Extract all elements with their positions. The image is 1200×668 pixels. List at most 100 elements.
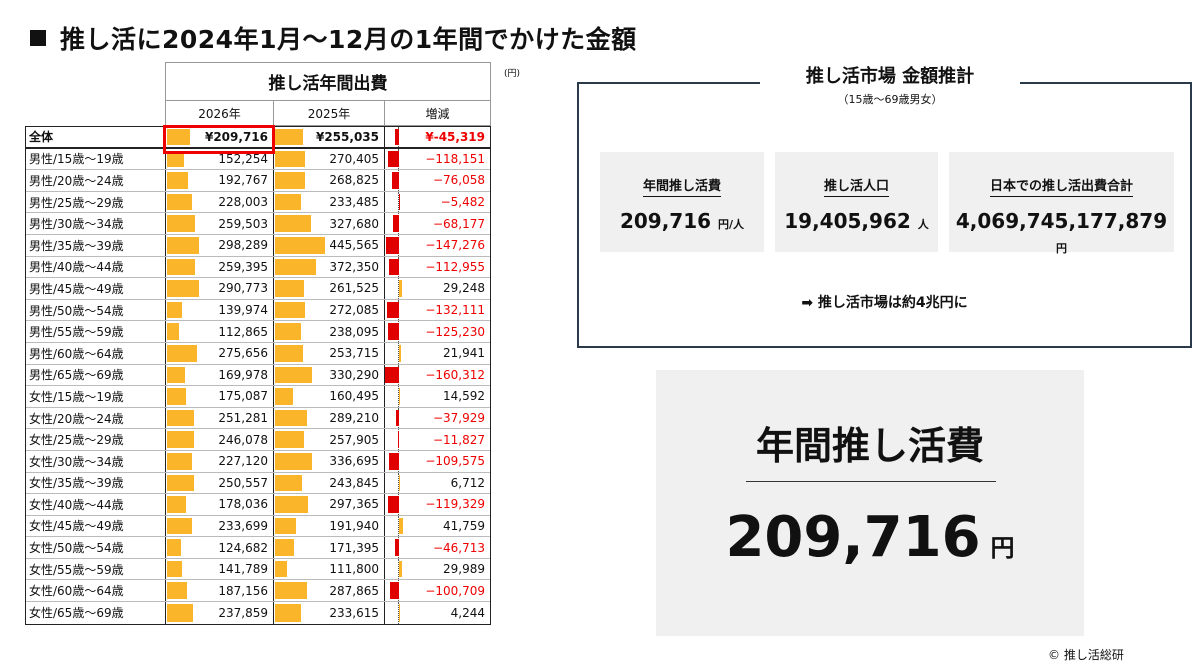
value-diff: 29,248	[443, 281, 485, 296]
value-diff: 6,712	[450, 475, 485, 490]
value-diff: 4,244	[450, 605, 485, 620]
bar-2025	[275, 280, 305, 297]
bar-diff	[386, 301, 399, 319]
value-diff: −100,709	[425, 583, 485, 598]
value-2025: 191,940	[329, 518, 379, 533]
row-label: 女性/40歳～44歳	[26, 494, 166, 515]
bar-diff	[399, 560, 402, 578]
row-label: 女性/50歳～54歳	[26, 537, 166, 558]
diff-axis	[398, 278, 399, 299]
highlight-box	[163, 125, 275, 154]
square-bullet-icon	[30, 30, 46, 46]
bar-diff	[392, 215, 399, 232]
bar-2025	[275, 496, 309, 513]
value-diff: 14,592	[443, 389, 485, 404]
value-diff: 41,759	[443, 518, 485, 533]
card-label: 日本での推し活出費合計	[989, 175, 1133, 197]
table-row: 男性/25歳～29歳 228,003 233,485 −5,482	[26, 191, 490, 214]
table-row: 女性/20歳～24歳 251,281 289,210 −37,929	[26, 407, 490, 430]
value-diff: −11,827	[432, 432, 485, 447]
value-2025: 336,695	[329, 454, 379, 469]
value-2026: ¥209,716	[204, 129, 268, 144]
row-label: 女性/35歳～39歳	[26, 472, 166, 494]
copyright: © 推し活総研	[1048, 648, 1124, 662]
bar-2025	[275, 539, 295, 556]
table-row: 女性/35歳～39歳 250,557 243,845 6,712	[26, 472, 490, 495]
bar-2025	[275, 604, 301, 622]
bar-2025	[275, 301, 306, 319]
value-2026: 251,281	[218, 411, 268, 426]
value-2025: 243,845	[329, 475, 379, 490]
table-row: 女性/50歳～54歳 124,682 171,395 −46,713	[26, 537, 490, 559]
table-row: 男性/30歳～34歳 259,503 327,680 −68,177	[26, 213, 490, 235]
card-value: 19,405,962	[784, 209, 911, 233]
value-diff: −119,329	[425, 497, 485, 512]
bar-diff	[388, 258, 399, 276]
value-2026: 259,395	[218, 259, 268, 274]
bar-2025	[275, 452, 313, 470]
bar-2026	[167, 280, 199, 297]
value-2026: 228,003	[218, 195, 268, 210]
value-2025: 233,615	[329, 605, 379, 620]
bar-2026	[167, 452, 192, 470]
bar-2025	[275, 193, 301, 211]
bar-2026	[167, 129, 190, 145]
value-2025: 327,680	[329, 216, 379, 231]
bar-2026	[167, 366, 186, 384]
bar-2026	[167, 301, 183, 319]
value-2026: 178,036	[218, 497, 268, 512]
bar-2026	[167, 604, 193, 622]
row-label: 女性/25歳～29歳	[26, 429, 166, 450]
value-2025: 272,085	[329, 303, 379, 318]
bar-diff	[387, 323, 399, 340]
row-label: 男性/30歳～34歳	[26, 213, 166, 234]
value-diff: 21,941	[443, 346, 485, 361]
value-2026: 259,503	[218, 216, 268, 231]
table-body: 全体 ¥209,716 ¥255,035 ¥-45,319 男性/15歳～19歳 152,…	[25, 126, 491, 625]
table-row: 女性/45歳～49歳 233,699 191,940 41,759	[26, 515, 490, 538]
table-row-total: 全体 ¥209,716 ¥255,035 ¥-45,319	[26, 127, 490, 149]
value-2025: 297,365	[329, 497, 379, 512]
table-row: 女性/30歳～34歳 227,120 336,695 −109,575	[26, 450, 490, 473]
bar-2026	[167, 431, 194, 448]
value-2025: 270,405	[329, 151, 379, 166]
bar-diff	[388, 496, 399, 513]
value-2026: 250,557	[218, 475, 268, 490]
table-row: 男性/40歳～44歳 259,395 372,350 −112,955	[26, 256, 490, 279]
value-diff: ¥-45,319	[425, 129, 485, 144]
value-2025: 372,350	[329, 259, 379, 274]
value-2025: 233,485	[329, 195, 379, 210]
card-value: 209,716	[619, 209, 712, 233]
table-row: 男性/60歳～64歳 275,656 253,715 21,941	[26, 342, 490, 365]
value-2026: 112,865	[218, 324, 268, 339]
bar-2026	[167, 193, 192, 211]
bar-2026	[167, 344, 197, 362]
market-subtitle: （15歳〜69歳男女）	[837, 93, 943, 106]
value-2026: 152,254	[218, 151, 268, 166]
value-diff: −147,276	[425, 238, 485, 253]
bar-diff	[399, 474, 400, 492]
bar-diff	[394, 129, 399, 145]
row-label: 男性/15歳～19歳	[26, 148, 166, 170]
row-label: 全体	[26, 127, 166, 147]
bar-2025	[275, 323, 302, 340]
bar-2026	[167, 236, 200, 254]
table-row: 女性/65歳～69歳 237,859 233,615 4,244	[26, 602, 490, 624]
bar-2026	[167, 474, 195, 492]
value-diff: −76,058	[432, 173, 485, 188]
value-2026: 175,087	[218, 389, 268, 404]
value-2025: 268,825	[329, 173, 379, 188]
value-2026: 233,699	[218, 518, 268, 533]
value-2025: 261,525	[329, 281, 379, 296]
annual-spend-highlight: 年間推し活費 209,716 円	[656, 370, 1084, 636]
table-row: 男性/20歳～24歳 192,767 268,825 −76,058	[26, 170, 490, 192]
diff-axis	[398, 602, 399, 624]
value-2026: 227,120	[218, 454, 268, 469]
card-unit: 円/人	[718, 218, 745, 231]
bar-diff	[395, 409, 399, 427]
bar-2025	[275, 560, 288, 578]
card-population: 推し活人口 19,405,962 人	[775, 152, 938, 252]
bar-diff	[399, 388, 401, 405]
diff-axis	[398, 515, 399, 537]
value-diff: 29,989	[443, 562, 485, 577]
